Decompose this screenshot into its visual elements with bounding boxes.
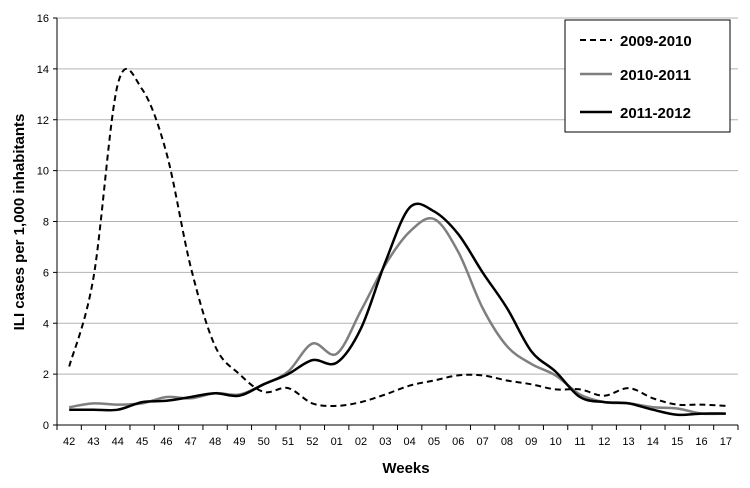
- y-tick-label: 6: [43, 267, 49, 279]
- y-tick-label: 16: [37, 13, 49, 25]
- x-tick-label: 01: [331, 436, 343, 448]
- x-tick-label: 49: [233, 436, 245, 448]
- legend-label-2010-2011: 2010-2011: [620, 67, 691, 84]
- x-tick-label: 51: [282, 436, 294, 448]
- legend-label-2011-2012: 2011-2012: [620, 105, 691, 122]
- legend: 2009-2010 2010-2011 2011-2012: [564, 19, 731, 133]
- x-tick-label: 52: [306, 436, 318, 448]
- x-tick-label: 13: [622, 436, 634, 448]
- y-tick-label: 0: [43, 420, 49, 432]
- x-tick-label: 15: [671, 436, 683, 448]
- x-tick-label: 11: [574, 436, 585, 448]
- axes: [53, 17, 739, 430]
- x-tick-label: 48: [209, 436, 221, 448]
- x-tick-label: 45: [136, 436, 148, 448]
- y-tick-label: 8: [43, 217, 49, 229]
- series-line-2011-2012: [69, 202, 726, 417]
- x-tick-label: 16: [695, 436, 707, 448]
- series-line-2009-2010: [68, 67, 726, 408]
- series-line-2010-2011: [69, 217, 726, 416]
- x-tick-label: 43: [87, 436, 99, 448]
- grid-lines: [57, 17, 738, 375]
- y-tick-label: 10: [37, 166, 49, 178]
- x-tick-label: 06: [452, 436, 464, 448]
- x-tick-label: 42: [63, 436, 75, 448]
- y-axis-title: ILI cases per 1,000 inhabitants: [11, 114, 28, 331]
- x-tick-label: 14: [647, 436, 659, 448]
- x-tick-label: 46: [160, 436, 172, 448]
- x-tick-label: 07: [477, 436, 489, 448]
- legend-box: [564, 19, 731, 133]
- x-tick-label: 03: [379, 436, 391, 448]
- x-tick-label: 08: [501, 436, 513, 448]
- x-tick-label: 04: [404, 436, 416, 448]
- y-tick-labels: 0 2 4 6 8 10 12 14 16: [37, 13, 49, 432]
- x-tick-label: 44: [112, 436, 124, 448]
- x-tick-label: 12: [598, 436, 610, 448]
- x-tick-label: 02: [355, 436, 367, 448]
- x-tick-label: 50: [258, 436, 270, 448]
- legend-label-2009-2010: 2009-2010: [620, 33, 692, 50]
- x-axis-title: Weeks: [382, 460, 429, 477]
- y-tick-label: 4: [43, 318, 49, 330]
- x-tick-labels: 42 43 44 45 46 47 48 49 50 51 52 01 02 03 04 05 06 07 08 09…: [63, 436, 732, 448]
- x-tick-label: 10: [549, 436, 561, 448]
- x-tick-label: 09: [525, 436, 537, 448]
- x-tick-label: 05: [428, 436, 440, 448]
- series-lines: [68, 67, 726, 417]
- x-tick-label: 17: [720, 436, 732, 448]
- y-tick-label: 14: [37, 64, 49, 76]
- y-tick-label: 2: [43, 369, 49, 381]
- x-tick-label: 47: [185, 436, 197, 448]
- y-tick-label: 12: [37, 115, 49, 127]
